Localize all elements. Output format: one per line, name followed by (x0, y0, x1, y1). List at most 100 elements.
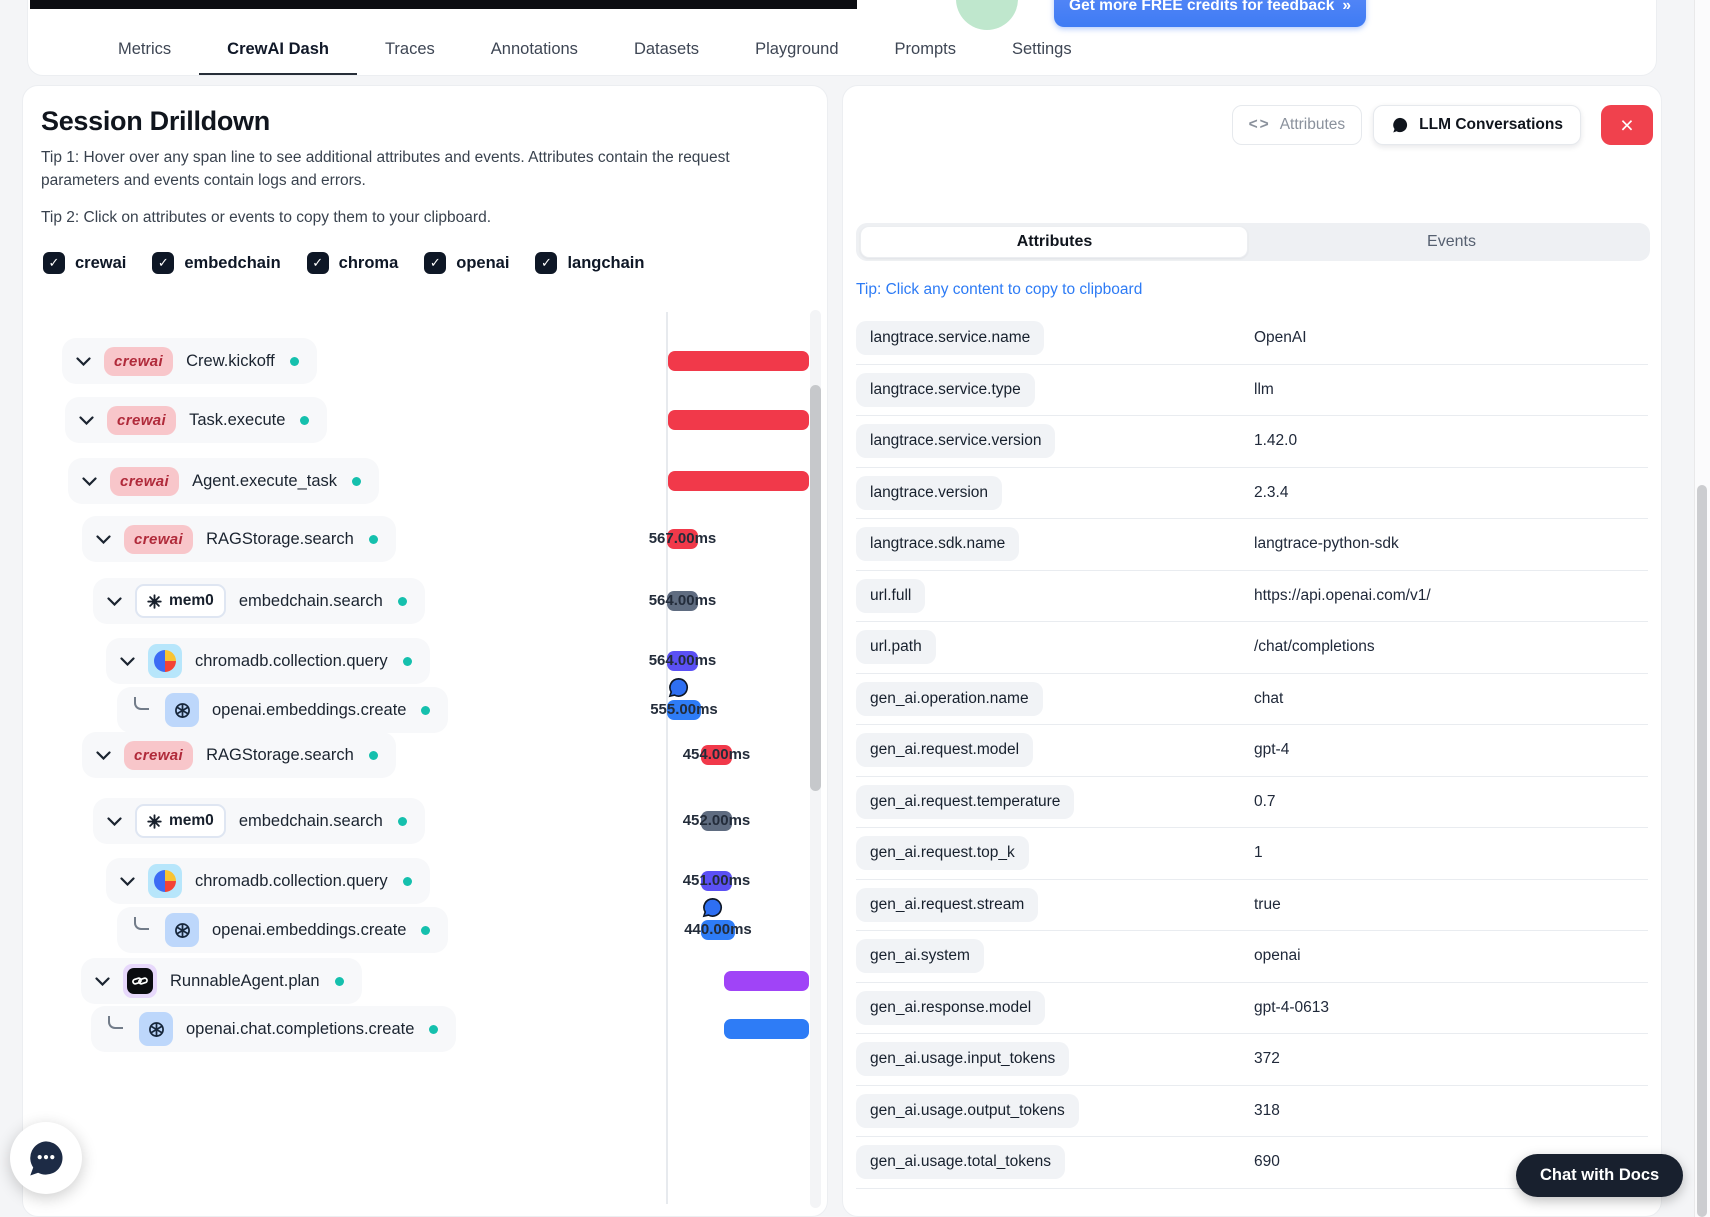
attribute-key[interactable]: gen_ai.response.model (856, 990, 1046, 1025)
tab-settings[interactable]: Settings (984, 26, 1100, 75)
span-duration-bar[interactable] (667, 700, 701, 720)
trace-span-row[interactable]: crewai RAGStorage.search (82, 516, 396, 562)
attribute-key[interactable]: gen_ai.system (856, 939, 984, 974)
chevron-down-icon[interactable] (79, 415, 94, 425)
span-duration-bar[interactable] (701, 811, 732, 831)
attribute-key[interactable]: gen_ai.request.top_k (856, 836, 1029, 871)
tree-scrollbar-thumb[interactable] (810, 385, 821, 791)
page-scrollbar-track[interactable] (1694, 0, 1710, 1217)
attributes-view-button[interactable]: <> Attributes (1231, 105, 1363, 145)
trace-span-row[interactable]: crewai RAGStorage.search (82, 732, 396, 778)
attribute-key[interactable]: langtrace.version (856, 475, 1003, 510)
attribute-value[interactable]: 318 (1254, 1101, 1280, 1119)
attribute-value[interactable]: chat (1254, 689, 1284, 707)
attribute-value[interactable]: gpt-4-0613 (1254, 998, 1329, 1016)
trace-span-row[interactable]: mem0 embedchain.search (93, 798, 425, 844)
attribute-key[interactable]: gen_ai.usage.input_tokens (856, 1042, 1070, 1077)
close-button[interactable]: × (1601, 105, 1653, 145)
attribute-value[interactable]: https://api.openai.com/v1/ (1254, 586, 1431, 604)
attribute-key[interactable]: langtrace.service.version (856, 424, 1056, 459)
tab-metrics[interactable]: Metrics (90, 26, 199, 75)
chevron-down-icon[interactable] (120, 656, 135, 666)
chevron-down-icon[interactable] (107, 816, 122, 826)
attribute-key[interactable]: langtrace.service.name (856, 321, 1045, 356)
chat-widget-button[interactable] (10, 1122, 82, 1194)
checkbox-checked-icon[interactable]: ✓ (424, 252, 447, 274)
attribute-value[interactable]: 0.7 (1254, 792, 1276, 810)
trace-span-row[interactable]: crewai Agent.execute_task (68, 458, 380, 504)
chevron-down-icon[interactable] (82, 476, 97, 486)
attribute-value[interactable]: /chat/completions (1254, 638, 1375, 656)
attribute-value[interactable]: openai (1254, 947, 1301, 965)
span-duration-bar[interactable] (701, 920, 735, 940)
chat-with-docs-button[interactable]: Chat with Docs (1516, 1154, 1684, 1197)
tab-crewai-dash[interactable]: CrewAI Dash (199, 26, 357, 75)
trace-span-row[interactable]: openai.chat.completions.create (91, 1006, 457, 1052)
trace-span-row[interactable]: chromadb.collection.query (106, 638, 430, 684)
span-duration-bar[interactable] (701, 871, 732, 891)
attribute-value[interactable]: 372 (1254, 1050, 1280, 1068)
span-duration-bar[interactable] (668, 410, 809, 430)
filter-checkbox-chroma[interactable]: ✓ chroma (306, 252, 398, 274)
chevron-down-icon[interactable] (96, 534, 111, 544)
chevron-down-icon[interactable] (120, 876, 135, 886)
checkbox-checked-icon[interactable]: ✓ (535, 252, 558, 274)
filter-checkbox-openai[interactable]: ✓ openai (424, 252, 509, 274)
checkbox-checked-icon[interactable]: ✓ (43, 252, 65, 274)
get-free-credits-button[interactable]: Get more FREE credits for feedback » (1054, 0, 1366, 27)
tab-annotations[interactable]: Annotations (463, 26, 606, 75)
attribute-key[interactable]: langtrace.service.type (856, 372, 1035, 407)
trace-span-row[interactable]: openai.embeddings.create (117, 687, 449, 733)
attribute-value[interactable]: 2.3.4 (1254, 483, 1289, 501)
tab-traces[interactable]: Traces (357, 26, 463, 75)
attribute-value[interactable]: 690 (1254, 1153, 1280, 1171)
trace-span-row[interactable]: crewai Task.execute (65, 397, 328, 443)
span-duration-bar[interactable] (668, 471, 809, 491)
attribute-value[interactable]: llm (1254, 380, 1274, 398)
span-duration-bar[interactable] (667, 651, 698, 671)
llm-chat-bubble-icon[interactable] (701, 896, 724, 919)
attribute-key[interactable]: url.full (856, 578, 926, 613)
trace-span-row[interactable]: RunnableAgent.plan (81, 958, 362, 1004)
attribute-value[interactable]: 1 (1254, 844, 1263, 862)
checkbox-checked-icon[interactable]: ✓ (152, 252, 175, 274)
llm-chat-bubble-icon[interactable] (667, 676, 690, 699)
attribute-key[interactable]: gen_ai.usage.output_tokens (856, 1093, 1079, 1128)
attribute-key[interactable]: url.path (856, 630, 936, 665)
tab-datasets[interactable]: Datasets (606, 26, 727, 75)
attribute-value[interactable]: 1.42.0 (1254, 432, 1298, 450)
tab-attributes[interactable]: Attributes (1016, 233, 1093, 250)
tab-playground[interactable]: Playground (727, 26, 866, 75)
filter-checkbox-embedchain[interactable]: ✓ embedchain (152, 252, 281, 274)
attribute-value[interactable]: gpt-4 (1254, 741, 1290, 759)
llm-conversations-button[interactable]: LLM Conversations (1373, 105, 1581, 145)
attribute-key[interactable]: gen_ai.request.stream (856, 887, 1039, 922)
trace-span-row[interactable]: chromadb.collection.query (106, 858, 430, 904)
attribute-key[interactable]: gen_ai.request.temperature (856, 784, 1075, 819)
attribute-value[interactable]: true (1254, 895, 1281, 913)
filter-checkbox-crewai[interactable]: ✓ crewai (43, 252, 126, 274)
span-duration-bar[interactable] (667, 529, 698, 549)
span-duration-bar[interactable] (701, 745, 732, 765)
span-duration-bar[interactable] (667, 591, 698, 611)
attribute-key[interactable]: gen_ai.request.model (856, 733, 1034, 768)
span-duration-bar[interactable] (668, 351, 809, 371)
checkbox-checked-icon[interactable]: ✓ (306, 252, 329, 274)
attribute-value[interactable]: OpenAI (1254, 329, 1307, 347)
page-scrollbar-thumb[interactable] (1697, 485, 1707, 1217)
trace-span-row[interactable]: crewai Crew.kickoff (62, 338, 317, 384)
chevron-down-icon[interactable] (76, 356, 91, 366)
chevron-down-icon[interactable] (107, 596, 122, 606)
attribute-value[interactable]: langtrace-python-sdk (1254, 535, 1399, 553)
span-duration-bar[interactable] (724, 971, 809, 991)
trace-span-row[interactable]: mem0 embedchain.search (93, 578, 425, 624)
tab-events[interactable]: Events (1427, 233, 1476, 250)
filter-checkbox-langchain[interactable]: ✓ langchain (535, 252, 644, 274)
attribute-key[interactable]: gen_ai.operation.name (856, 681, 1043, 716)
tab-prompts[interactable]: Prompts (867, 26, 984, 75)
chevron-down-icon[interactable] (95, 976, 110, 986)
attribute-key[interactable]: gen_ai.usage.total_tokens (856, 1145, 1065, 1180)
chevron-down-icon[interactable] (96, 750, 111, 760)
attribute-key[interactable]: langtrace.sdk.name (856, 527, 1020, 562)
trace-span-row[interactable]: openai.embeddings.create (117, 907, 449, 953)
